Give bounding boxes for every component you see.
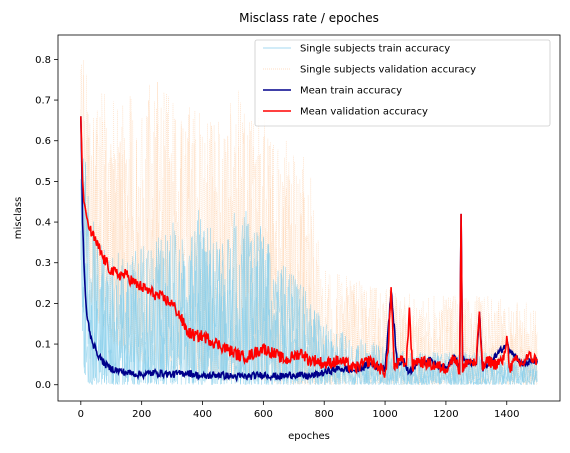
x-tick-label: 0: [78, 409, 84, 420]
series-3-line: [80, 116, 538, 378]
y-tick-label: 0.5: [35, 177, 51, 188]
legend-label-1: Single subjects validation accuracy: [300, 65, 476, 76]
x-tick-label: 800: [315, 409, 334, 420]
legend: Single subjects train accuracy Single sub…: [254, 39, 551, 127]
y-tick-label: 0.0: [35, 380, 51, 391]
plot-frame: [57, 34, 561, 402]
chart-title: Misclass rate / epoches: [239, 11, 379, 25]
legend-label-3: Mean validation accuracy: [300, 107, 428, 118]
series-1-trace-4: [80, 69, 538, 386]
series-1-trace-2: [80, 100, 538, 385]
y-tick-label: 0.8: [35, 55, 51, 66]
legend-label-0: Single subjects train accuracy: [300, 44, 450, 55]
legend-label-2: Mean train accuracy: [300, 86, 402, 97]
x-tick-label: 1200: [433, 409, 458, 420]
x-axis: 0 200 400 600 800 1000 1200 1400: [78, 401, 519, 420]
x-tick-label: 400: [193, 409, 212, 420]
y-tick-label: 0.7: [35, 96, 51, 107]
x-tick-label: 600: [254, 409, 273, 420]
y-axis-label: misclass: [13, 197, 24, 240]
x-tick-label: 200: [132, 409, 151, 420]
x-tick-label: 1000: [372, 409, 397, 420]
series-0-trace-2: [80, 158, 538, 386]
y-tick-label: 0.6: [35, 136, 51, 147]
y-tick-label: 0.2: [35, 299, 51, 310]
x-tick-label: 1400: [494, 409, 519, 420]
series-layer: [80, 59, 538, 386]
y-tick-label: 0.1: [35, 340, 51, 351]
x-axis-label: epoches: [288, 431, 330, 442]
y-axis: 0.0 0.1 0.2 0.3 0.4 0.5 0.6 0.7 0.8: [35, 55, 58, 391]
y-tick-label: 0.3: [35, 258, 51, 269]
y-tick-label: 0.4: [35, 218, 51, 229]
legend-box: [254, 39, 551, 127]
